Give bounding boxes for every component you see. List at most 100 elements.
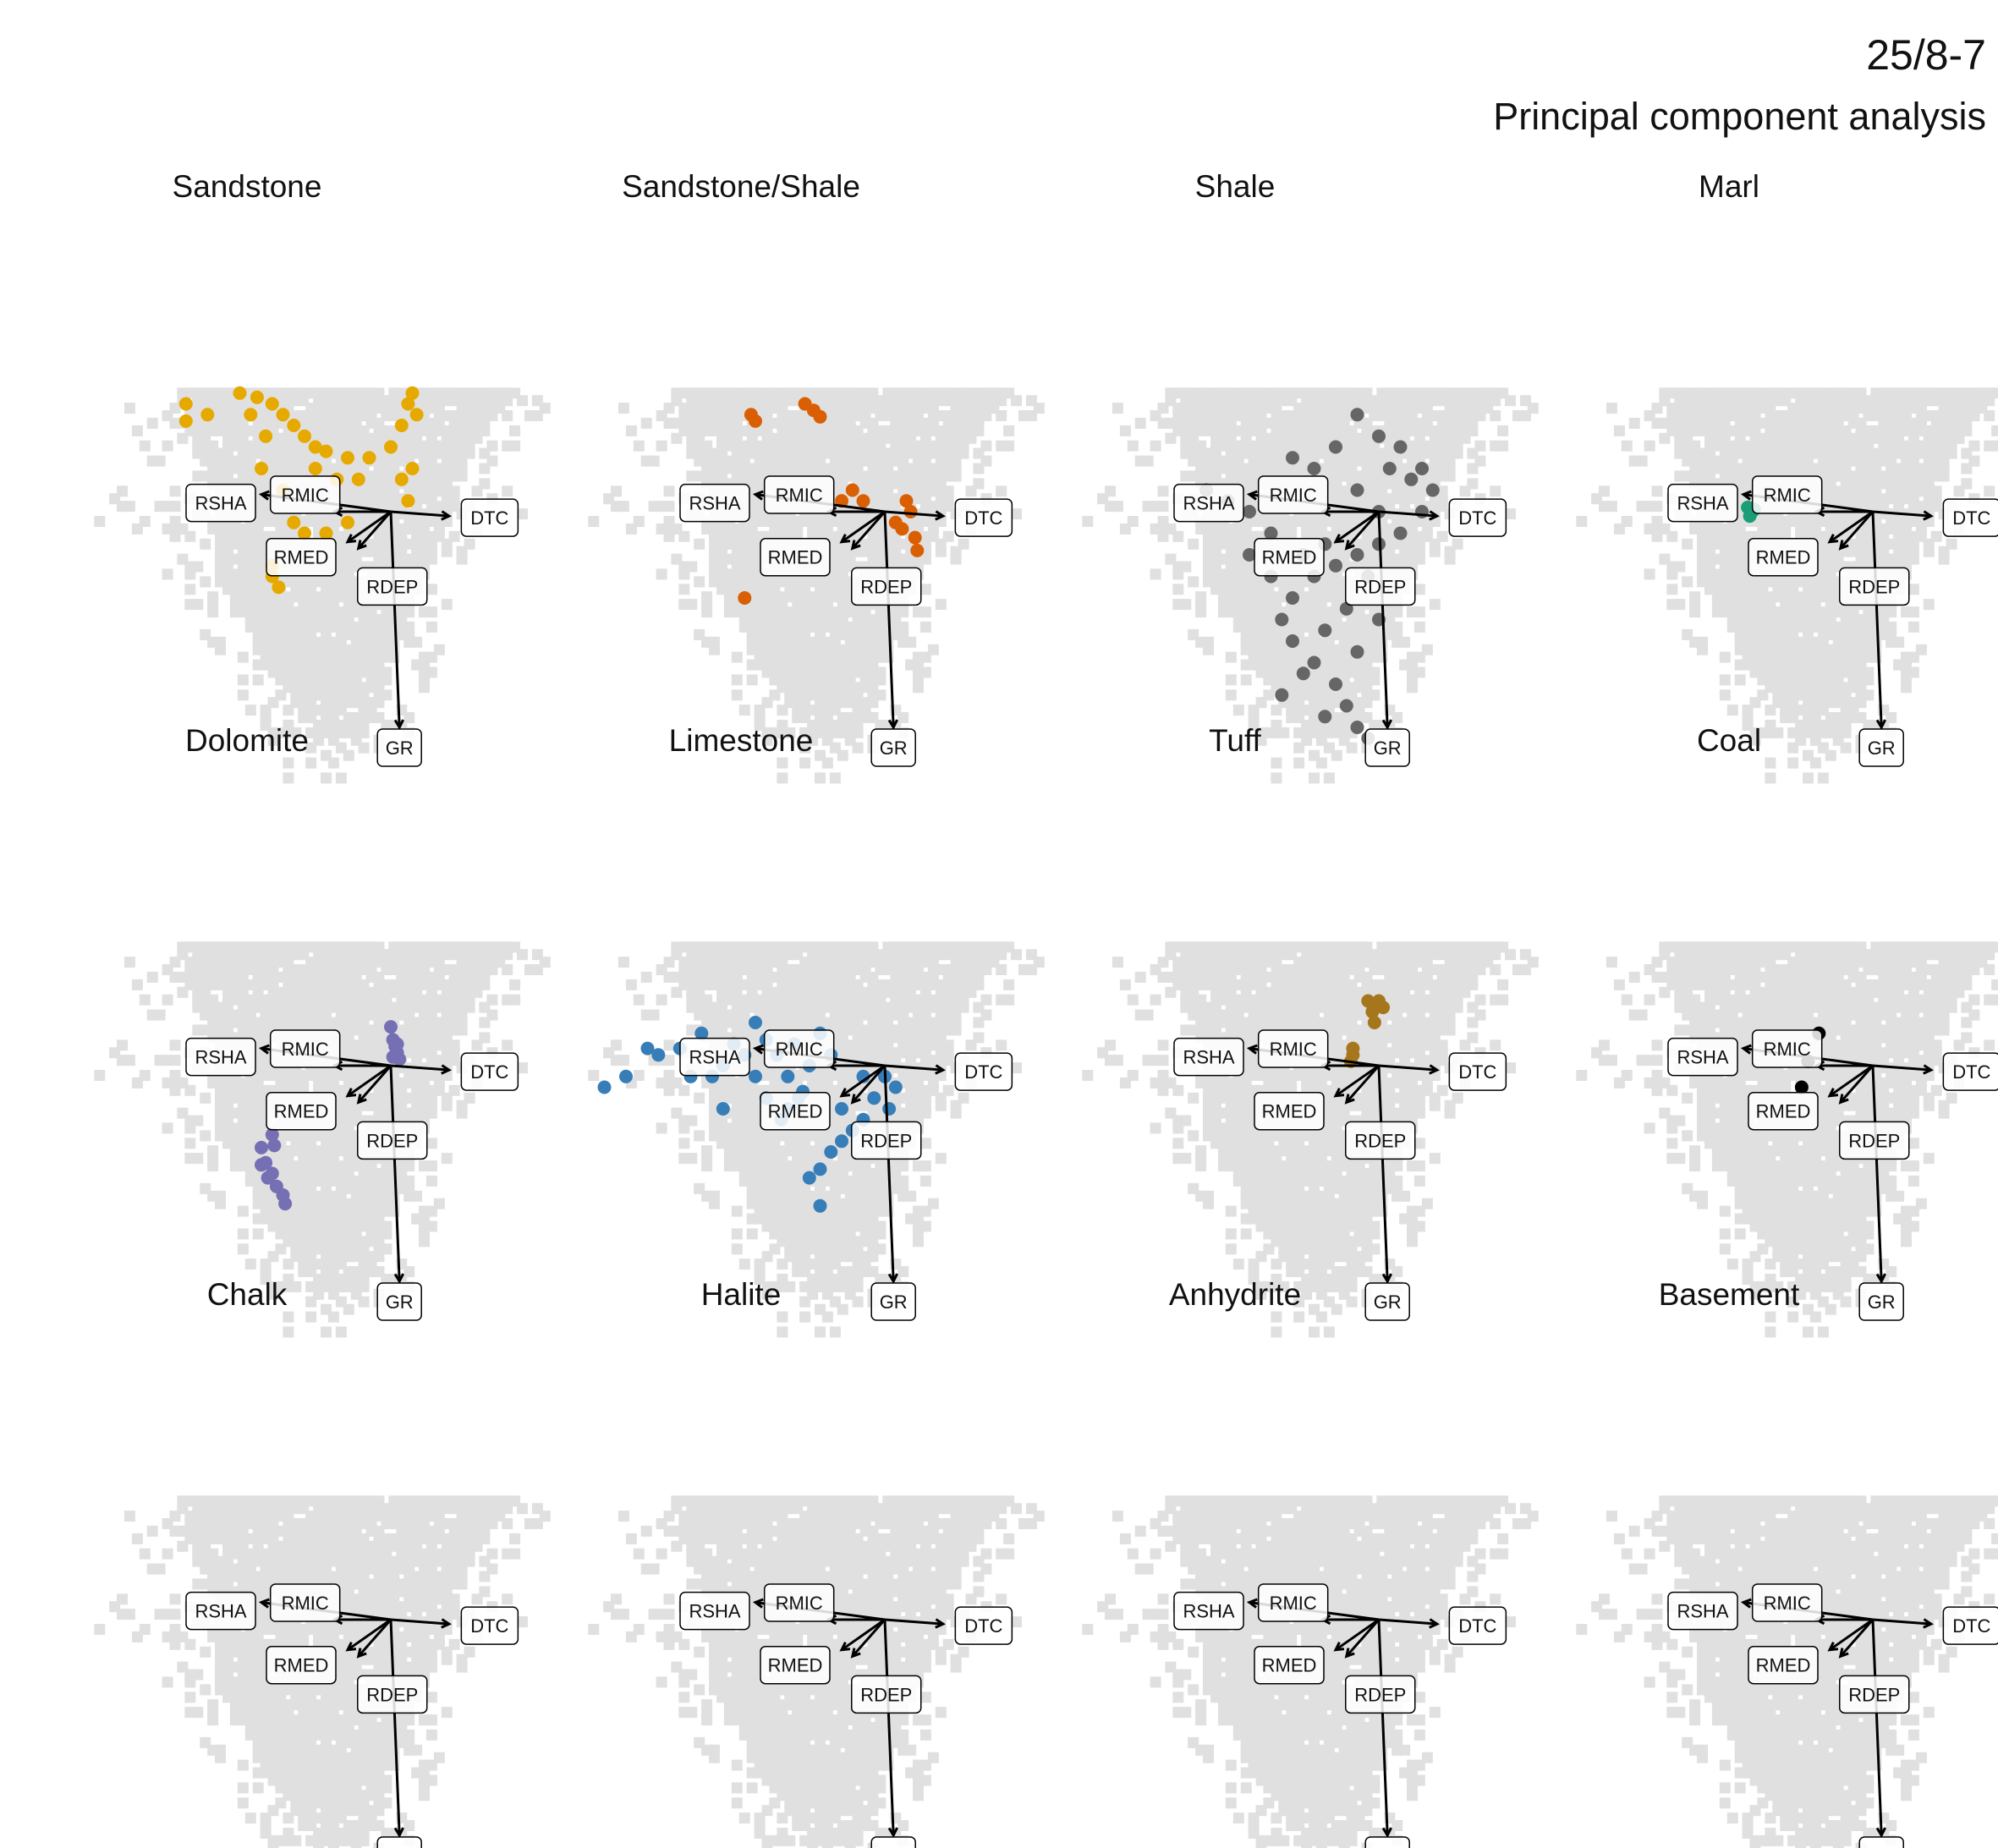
data-point <box>1339 699 1353 713</box>
density-cell <box>746 674 758 686</box>
density-cell <box>502 485 513 497</box>
density-cell <box>184 568 196 580</box>
density-cell <box>919 606 931 618</box>
loading-arrow <box>841 510 886 543</box>
data-point <box>409 408 424 422</box>
facet-panel: Sandstone/Shale GR DTC RMIC RMED RSHA RDEP <box>494 169 1045 784</box>
density-cell <box>799 757 811 769</box>
arrow-head <box>850 540 861 551</box>
density-cell <box>237 674 249 686</box>
data-point <box>749 414 762 428</box>
loading-label: RSHA <box>185 483 256 523</box>
density-cell <box>777 705 788 716</box>
density-cell <box>456 470 468 482</box>
label-text: GR <box>1374 738 1402 759</box>
label-text: RMIC <box>1270 485 1317 506</box>
density-cell <box>1606 403 1617 414</box>
density-cell <box>131 523 143 535</box>
label-box <box>679 483 750 523</box>
arrow-head <box>1333 534 1345 544</box>
density-cell <box>237 689 249 701</box>
density-cell <box>1112 501 1123 513</box>
density-cell <box>343 749 354 761</box>
data-point <box>1275 688 1289 702</box>
data-point <box>908 530 922 545</box>
density-cell <box>237 651 249 663</box>
density-cell <box>1606 501 1617 513</box>
density-cell <box>784 727 796 738</box>
density-cell <box>1666 530 1678 542</box>
data-point <box>1350 644 1364 659</box>
data-point <box>1415 462 1429 475</box>
density-cell <box>1011 508 1022 520</box>
data-point <box>178 414 193 428</box>
density-cell <box>1490 410 1501 421</box>
density-cell <box>1165 432 1177 444</box>
density-cell <box>1323 772 1335 784</box>
density-cell <box>1621 440 1633 452</box>
density-cell <box>1497 425 1509 436</box>
density-cell <box>358 742 370 754</box>
density-cell <box>335 772 347 784</box>
data-point <box>1393 440 1408 454</box>
data-point <box>341 451 354 465</box>
density-cell <box>1003 440 1015 452</box>
data-point <box>1307 655 1321 670</box>
density-cell <box>154 455 166 467</box>
density-cell <box>815 772 826 784</box>
facet-title: Shale <box>1194 169 1276 204</box>
density-cell <box>1938 553 1950 565</box>
data-point <box>287 515 301 529</box>
density-cell <box>1490 485 1501 497</box>
density-cell <box>1315 757 1327 769</box>
data-point <box>1350 721 1364 734</box>
density-cell <box>935 599 947 611</box>
label-box <box>1254 537 1325 577</box>
density-cell <box>184 530 196 542</box>
density-cell <box>671 432 683 444</box>
density-cell <box>663 530 675 542</box>
facet-panel: Marl GR DTC RMIC RMED RSHA RDEP <box>1482 169 1998 784</box>
density-cell <box>950 470 962 482</box>
label-box <box>1364 728 1410 767</box>
density-cell <box>1467 463 1479 474</box>
data-point <box>1318 710 1332 724</box>
density-cell <box>678 530 690 542</box>
loading-label: GR <box>1364 728 1410 767</box>
density-cell <box>1953 485 1965 497</box>
data-point <box>1286 591 1299 605</box>
density-cell <box>192 599 204 611</box>
density-cell <box>1271 757 1282 769</box>
data-point <box>244 408 258 422</box>
data-point <box>895 522 909 536</box>
density-cell <box>852 742 864 754</box>
label-box <box>185 483 256 523</box>
loading-arrow <box>1345 511 1380 550</box>
data-point <box>265 397 279 411</box>
density-cell <box>169 501 181 513</box>
density-cell <box>1203 644 1214 655</box>
data-point <box>903 505 918 518</box>
loading-arrow <box>851 511 886 550</box>
density-cell <box>1666 568 1678 580</box>
density-cell <box>1636 455 1648 467</box>
density-cell <box>1232 705 1244 716</box>
density-cell <box>1682 576 1693 588</box>
data-point <box>1264 526 1278 540</box>
arrow-head <box>1429 510 1440 521</box>
arrow-head <box>935 510 946 521</box>
loading-label: RMED <box>760 537 831 577</box>
density-cell <box>678 568 690 580</box>
data-point <box>298 526 311 540</box>
density-cell <box>1157 485 1169 497</box>
label-box <box>763 475 835 514</box>
density-cell <box>618 501 629 513</box>
density-cell <box>131 425 143 436</box>
density-cell <box>215 644 226 655</box>
data-point <box>178 397 193 411</box>
density-cell <box>1613 425 1625 436</box>
density-cell <box>1150 568 1161 580</box>
density-cell <box>1082 516 1094 527</box>
